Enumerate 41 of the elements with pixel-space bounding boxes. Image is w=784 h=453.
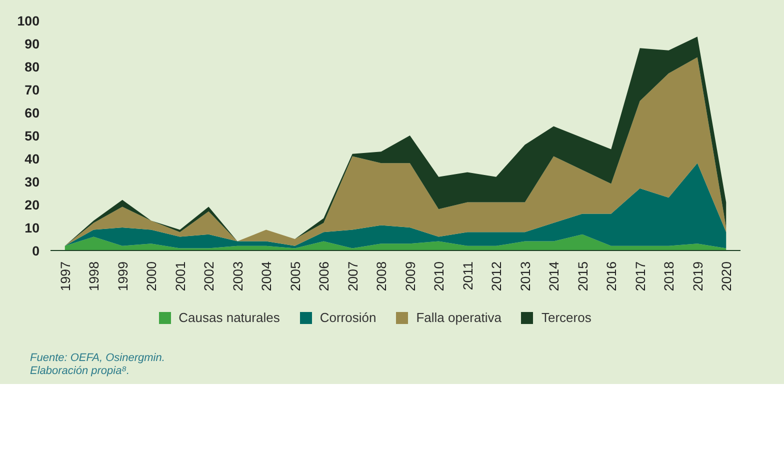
y-tick-label: 80 xyxy=(24,60,40,74)
x-tick-label: 2001 xyxy=(172,261,188,292)
x-tick-label: 2014 xyxy=(546,260,562,292)
x-tick-label: 2016 xyxy=(604,261,620,292)
x-tick-label: 2009 xyxy=(402,261,418,292)
x-tick-label: 2006 xyxy=(316,261,332,292)
y-tick-label: 60 xyxy=(24,106,40,120)
x-tick-label: 1997 xyxy=(58,261,73,292)
x-tick-label: 1999 xyxy=(115,261,130,292)
legend-label: Corrosión xyxy=(320,309,376,327)
x-tick-label: 2005 xyxy=(288,261,303,292)
source-note: Fuente: OEFA, Osinergmin. xyxy=(30,352,166,365)
y-tick-label: 0 xyxy=(32,244,40,258)
x-tick-label: 2019 xyxy=(690,261,706,292)
legend-label: Falla operativa xyxy=(416,309,502,327)
x-tick-label: 2011 xyxy=(460,261,476,290)
x-tick-label: 2003 xyxy=(230,261,246,292)
x-tick-label: 2017 xyxy=(632,261,648,292)
x-tick-label: 1998 xyxy=(86,261,102,292)
y-tick-label: 90 xyxy=(24,36,40,52)
x-tick-label: 2010 xyxy=(432,261,447,292)
x-tick-label: 2004 xyxy=(259,260,274,292)
x-tick-label: 2008 xyxy=(374,261,390,292)
x-tick-label: 2000 xyxy=(144,261,160,292)
y-tick-label: 40 xyxy=(24,152,40,166)
x-tick-label: 2013 xyxy=(518,261,533,292)
y-tick-label: 10 xyxy=(24,220,40,236)
x-tick-label: 2002 xyxy=(202,261,217,292)
legend-label: Causas naturales xyxy=(178,309,280,327)
x-tick-label: 2012 xyxy=(489,261,504,292)
legend-label: Terceros xyxy=(541,309,592,327)
y-tick-label: 30 xyxy=(24,174,40,190)
x-tick-label: 2018 xyxy=(662,261,677,292)
y-tick-label: 50 xyxy=(24,128,40,144)
y-tick-label: 20 xyxy=(24,198,40,212)
text: Elaboración propia⁸. xyxy=(30,364,131,378)
y-tick-label: 70 xyxy=(24,82,40,98)
x-tick-label: 2015 xyxy=(575,261,590,292)
x-tick-label: 2007 xyxy=(345,261,360,292)
y-tick-label: 100 xyxy=(17,14,40,28)
x-tick-label: 2020 xyxy=(719,261,734,292)
